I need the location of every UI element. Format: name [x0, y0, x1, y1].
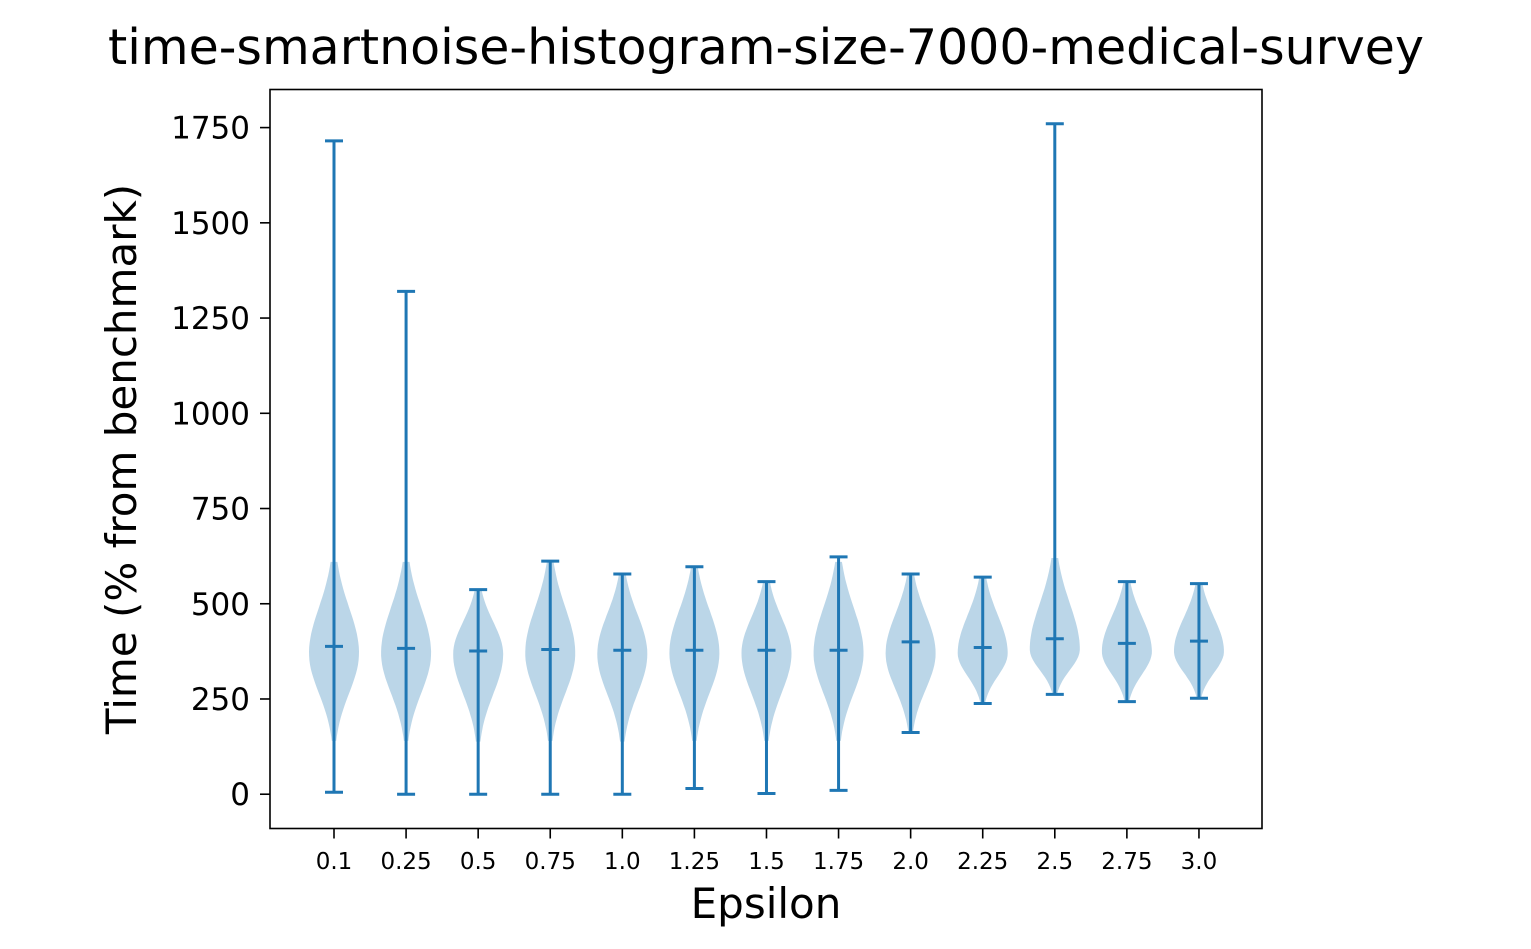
- y-tick-label: 250: [191, 682, 250, 718]
- x-tick-label: 0.75: [525, 849, 576, 875]
- x-tick-label: 2.75: [1101, 849, 1152, 875]
- chart-title: time-smartnoise-histogram-size-7000-medi…: [108, 19, 1424, 76]
- x-tick-label: 1.5: [748, 849, 785, 875]
- x-tick-label: 0.5: [460, 849, 497, 875]
- y-tick-label: 0: [230, 777, 250, 813]
- x-tick-label: 2.5: [1037, 849, 1074, 875]
- x-tick-label: 1.0: [604, 849, 641, 875]
- y-tick-label: 750: [191, 492, 250, 528]
- x-tick-label: 1.75: [813, 849, 864, 875]
- y-tick-label: 1750: [171, 111, 250, 147]
- y-axis: 0 250 500 750 1000 1250 1500 1750: [171, 111, 270, 813]
- x-axis-label: Epsilon: [691, 879, 842, 928]
- violin-lines: [325, 122, 1208, 796]
- x-tick-label: 0.25: [380, 849, 431, 875]
- y-axis-label: Time (% from benchmark): [97, 184, 146, 735]
- x-tick-label: 1.25: [669, 849, 720, 875]
- y-tick-label: 500: [191, 587, 250, 623]
- x-tick-label: 3.0: [1181, 849, 1218, 875]
- x-axis: 0.1 0.25 0.5 0.75 1.0 1.25 1.5 1.75 2.0 2.25 2.5 2.…: [316, 828, 1218, 875]
- y-tick-label: 1250: [171, 301, 250, 337]
- x-tick-label: 2.0: [892, 849, 929, 875]
- y-tick-label: 1000: [171, 396, 250, 432]
- x-tick-label: 0.1: [316, 849, 353, 875]
- y-tick-label: 1500: [171, 206, 250, 242]
- x-tick-label: 2.25: [957, 849, 1008, 875]
